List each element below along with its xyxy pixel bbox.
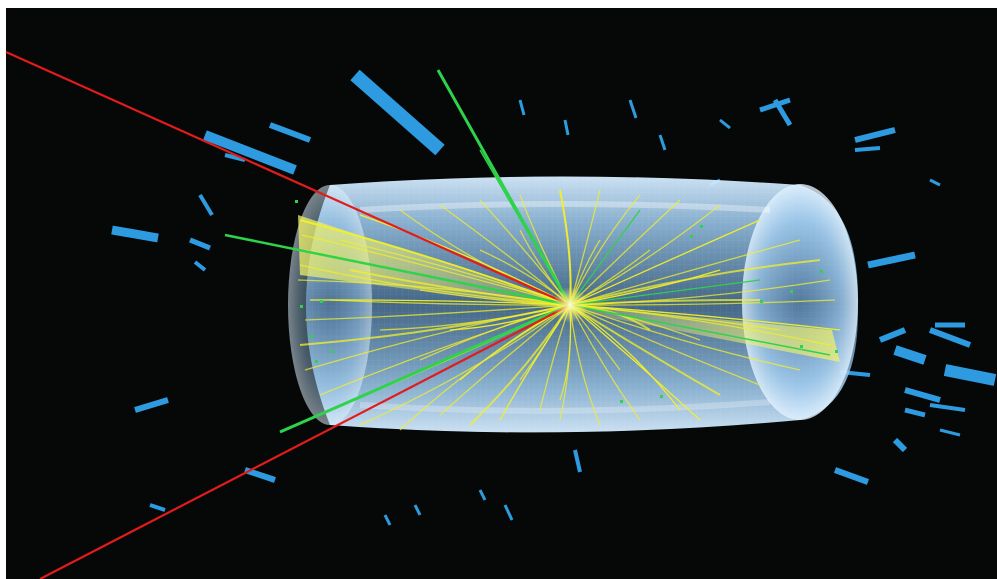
track-line bbox=[569, 204, 721, 306]
track-line bbox=[569, 259, 821, 306]
track-line bbox=[299, 264, 571, 306]
track-line bbox=[304, 304, 571, 321]
green-hit bbox=[760, 300, 763, 303]
green-hit bbox=[315, 360, 318, 363]
calorimeter-block bbox=[503, 504, 514, 521]
calorimeter-block bbox=[193, 260, 207, 272]
muon-track bbox=[5, 50, 571, 307]
calorimeter-block bbox=[833, 467, 870, 485]
track-line bbox=[299, 219, 571, 306]
calorimeter-block bbox=[939, 428, 961, 437]
track-line bbox=[569, 304, 841, 331]
green-hit bbox=[620, 400, 623, 403]
track-line bbox=[569, 199, 681, 306]
track-line bbox=[329, 299, 571, 306]
green-track bbox=[479, 149, 571, 306]
track-line bbox=[569, 304, 801, 371]
track-line bbox=[359, 214, 571, 306]
green-hit bbox=[300, 305, 303, 308]
calorimeter-block bbox=[134, 397, 169, 413]
calorimeter-block bbox=[892, 437, 908, 453]
green-track bbox=[224, 233, 571, 307]
calorimeter-block bbox=[383, 514, 392, 526]
calorimeter-block bbox=[658, 134, 667, 151]
calorimeter-block bbox=[111, 225, 159, 243]
muon-track bbox=[39, 304, 571, 579]
green-hit bbox=[295, 200, 298, 203]
calorimeter-block bbox=[224, 153, 246, 162]
calorimeter-block bbox=[203, 130, 297, 175]
calorimeter-block bbox=[772, 98, 793, 127]
calorimeter-block bbox=[563, 119, 570, 136]
track-line bbox=[569, 239, 801, 306]
green-track bbox=[279, 303, 571, 434]
calorimeter-block bbox=[189, 237, 211, 251]
calorimeter-block bbox=[149, 503, 166, 512]
green-hit bbox=[790, 290, 793, 293]
calorimeter-block bbox=[893, 345, 927, 365]
calorimeter-block bbox=[413, 504, 422, 516]
calorimeter-block bbox=[943, 364, 997, 386]
track-line bbox=[569, 299, 836, 306]
track-line bbox=[569, 304, 761, 386]
track-line bbox=[569, 269, 721, 306]
track-line bbox=[339, 239, 571, 306]
calorimeter-block bbox=[878, 327, 907, 343]
collision-vertex bbox=[552, 287, 588, 323]
track-line bbox=[569, 304, 721, 396]
calorimeter-block bbox=[518, 99, 526, 116]
green-hit bbox=[330, 350, 333, 353]
green-hit bbox=[700, 225, 703, 228]
calorimeter-block bbox=[573, 449, 582, 473]
calorimeter-block bbox=[350, 69, 445, 156]
calorimeter-block bbox=[904, 387, 941, 403]
green-hit bbox=[835, 350, 838, 353]
green-hit bbox=[820, 270, 823, 273]
calorimeter-block bbox=[867, 251, 916, 269]
green-hit bbox=[690, 235, 693, 238]
calorimeter-block bbox=[929, 178, 941, 187]
track-line bbox=[419, 289, 571, 306]
calorimeter-block bbox=[198, 193, 214, 217]
calorimeter-block bbox=[628, 99, 638, 119]
track-line bbox=[439, 304, 571, 416]
track-line bbox=[301, 234, 571, 306]
track-line bbox=[359, 304, 571, 426]
green-track bbox=[569, 279, 761, 306]
track-line bbox=[569, 219, 761, 306]
track-line bbox=[349, 269, 571, 306]
calorimeter-block bbox=[929, 403, 966, 412]
track-line bbox=[309, 299, 571, 306]
track-line bbox=[569, 304, 781, 331]
track-line bbox=[379, 304, 571, 331]
calorimeter-block bbox=[759, 97, 791, 113]
track-line bbox=[569, 304, 701, 421]
particle-tracks bbox=[297, 189, 841, 431]
calorimeter-blocks bbox=[111, 69, 997, 526]
track-line bbox=[569, 298, 761, 306]
green-track bbox=[569, 209, 641, 306]
green-tracks bbox=[224, 69, 838, 434]
muon-tracks bbox=[5, 50, 571, 579]
calorimeter-block bbox=[719, 118, 731, 130]
calorimeter-block bbox=[854, 146, 881, 152]
green-hit bbox=[310, 335, 313, 338]
green-hit bbox=[660, 395, 663, 398]
calorimeter-block bbox=[904, 407, 926, 418]
calorimeter-block bbox=[478, 489, 487, 501]
green-hit bbox=[320, 300, 323, 303]
green-hit bbox=[800, 345, 803, 348]
calorimeter-block bbox=[268, 122, 312, 143]
calorimeter-block bbox=[928, 327, 972, 348]
calorimeter-block bbox=[854, 127, 896, 143]
green-track bbox=[569, 304, 831, 356]
